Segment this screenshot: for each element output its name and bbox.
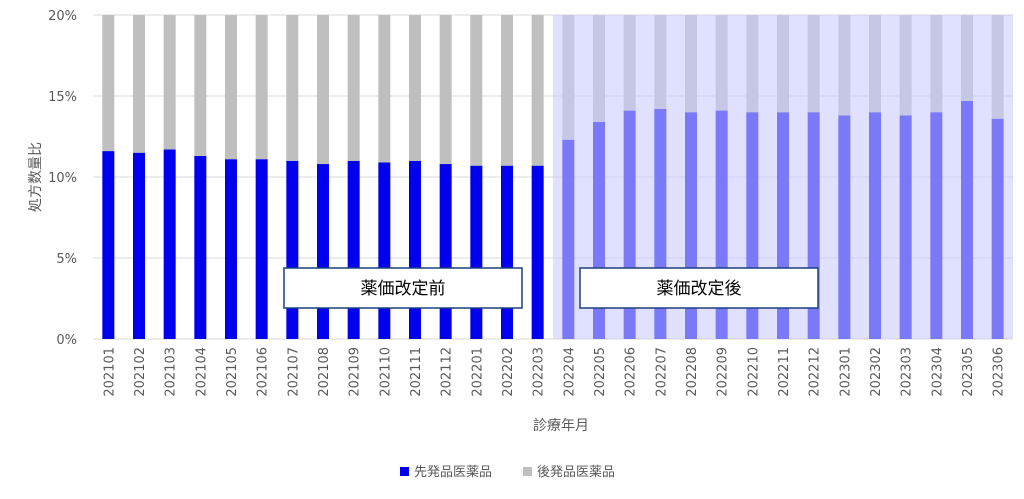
x-tick-label: 202302 <box>869 347 884 397</box>
bar-segment-brand-202107 <box>286 160 299 339</box>
bar-segment-brand-202110 <box>378 162 391 339</box>
x-tick-label: 202111 <box>409 347 424 397</box>
bar-segment-brand-202103 <box>163 149 176 339</box>
x-tick-label: 202303 <box>900 347 915 397</box>
y-tick-label: 15% <box>48 90 77 105</box>
x-tick-label: 202106 <box>256 347 271 397</box>
bar-segment-brand-202106 <box>255 159 268 339</box>
legend: 先発品医薬品 後発品医薬品 <box>400 465 615 480</box>
x-tick-label: 202101 <box>102 347 117 397</box>
y-axis-ticks: 0% 5% 10% 15% 20% <box>48 9 77 348</box>
legend-label: 先発品医薬品 <box>414 465 492 480</box>
bar-segment-generic-202112 <box>439 15 452 165</box>
x-tick-label: 202211 <box>777 347 792 397</box>
x-tick-label: 202204 <box>562 347 577 397</box>
bar-segment-brand-202111 <box>409 160 421 339</box>
bar-segment-brand-202102 <box>133 152 145 339</box>
bar-segment-generic-202110 <box>378 15 391 163</box>
bar-segment-brand-202104 <box>194 155 207 339</box>
after-revision-box <box>579 267 819 309</box>
x-tick-label: 202209 <box>716 347 731 397</box>
bar-segment-brand-202105 <box>225 159 237 339</box>
y-axis-title: 処方数量比 <box>28 142 44 212</box>
bar-segment-generic-202106 <box>255 15 268 160</box>
bar-segment-generic-202109 <box>347 15 360 161</box>
x-tick-label: 202109 <box>348 347 363 397</box>
x-tick-label: 202110 <box>378 347 393 397</box>
bar-segment-generic-202201 <box>470 15 483 166</box>
x-tick-label: 202208 <box>685 347 700 397</box>
x-tick-label: 202105 <box>225 347 240 397</box>
bar-segment-generic-202203 <box>531 15 544 166</box>
bar-segment-brand-202203 <box>531 165 544 339</box>
y-tick-label: 10% <box>48 171 77 186</box>
bar-segment-brand-202112 <box>439 164 452 339</box>
after-revision-label: 薬価改定後 <box>657 279 742 299</box>
bar-segment-generic-202101 <box>102 15 115 152</box>
x-tick-label: 202304 <box>930 347 945 397</box>
x-tick-label: 202210 <box>746 347 761 397</box>
x-tick-label: 202301 <box>838 347 853 397</box>
x-tick-label: 202203 <box>532 347 547 397</box>
bar-segment-generic-202111 <box>409 15 421 161</box>
x-tick-label: 202207 <box>654 347 669 397</box>
bar-segment-generic-202104 <box>194 15 207 156</box>
x-tick-label: 202112 <box>440 347 455 397</box>
x-tick-label: 202201 <box>470 347 485 397</box>
bar-segment-brand-202101 <box>102 151 115 339</box>
x-axis-title: 診療年月 <box>533 417 589 434</box>
x-tick-label: 202102 <box>133 347 148 397</box>
bar-segment-generic-202102 <box>133 15 145 153</box>
x-tick-label: 202306 <box>992 347 1007 397</box>
y-tick-label: 0% <box>56 333 77 348</box>
bar-segment-generic-202105 <box>225 15 237 160</box>
bar-segment-brand-202108 <box>317 164 329 339</box>
bar-segment-brand-202202 <box>501 165 513 339</box>
x-tick-label: 202206 <box>624 347 639 397</box>
legend-swatch <box>400 467 409 476</box>
after-revision-label-box: 薬価改定後 <box>579 267 819 309</box>
legend-label: 後発品医薬品 <box>537 465 615 480</box>
x-tick-label: 202202 <box>501 347 516 397</box>
x-tick-label: 202305 <box>961 347 976 397</box>
y-tick-label: 5% <box>56 252 77 267</box>
x-tick-label: 202103 <box>164 347 179 397</box>
bar-segment-generic-202108 <box>317 15 329 165</box>
before-revision-box <box>283 267 523 309</box>
x-tick-label: 202212 <box>808 347 823 397</box>
x-tick-label: 202107 <box>286 347 301 397</box>
legend-swatch <box>523 467 532 476</box>
x-tick-label: 202108 <box>317 347 332 397</box>
before-revision-label-box: 薬価改定前 <box>283 267 523 309</box>
bar-segment-generic-202103 <box>163 15 176 150</box>
x-tick-label: 202205 <box>593 347 608 397</box>
x-axis-ticks: 202101 202102 202103 202104 202105 202106 2021… <box>102 347 1006 397</box>
bar-segment-generic-202107 <box>286 15 299 161</box>
before-revision-label: 薬価改定前 <box>361 279 446 299</box>
bar-segment-generic-202202 <box>501 15 513 166</box>
y-tick-label: 20% <box>48 9 77 24</box>
x-tick-label: 202104 <box>194 347 209 397</box>
bar-segment-brand-202201 <box>470 165 483 339</box>
bar-segment-brand-202109 <box>347 160 360 339</box>
